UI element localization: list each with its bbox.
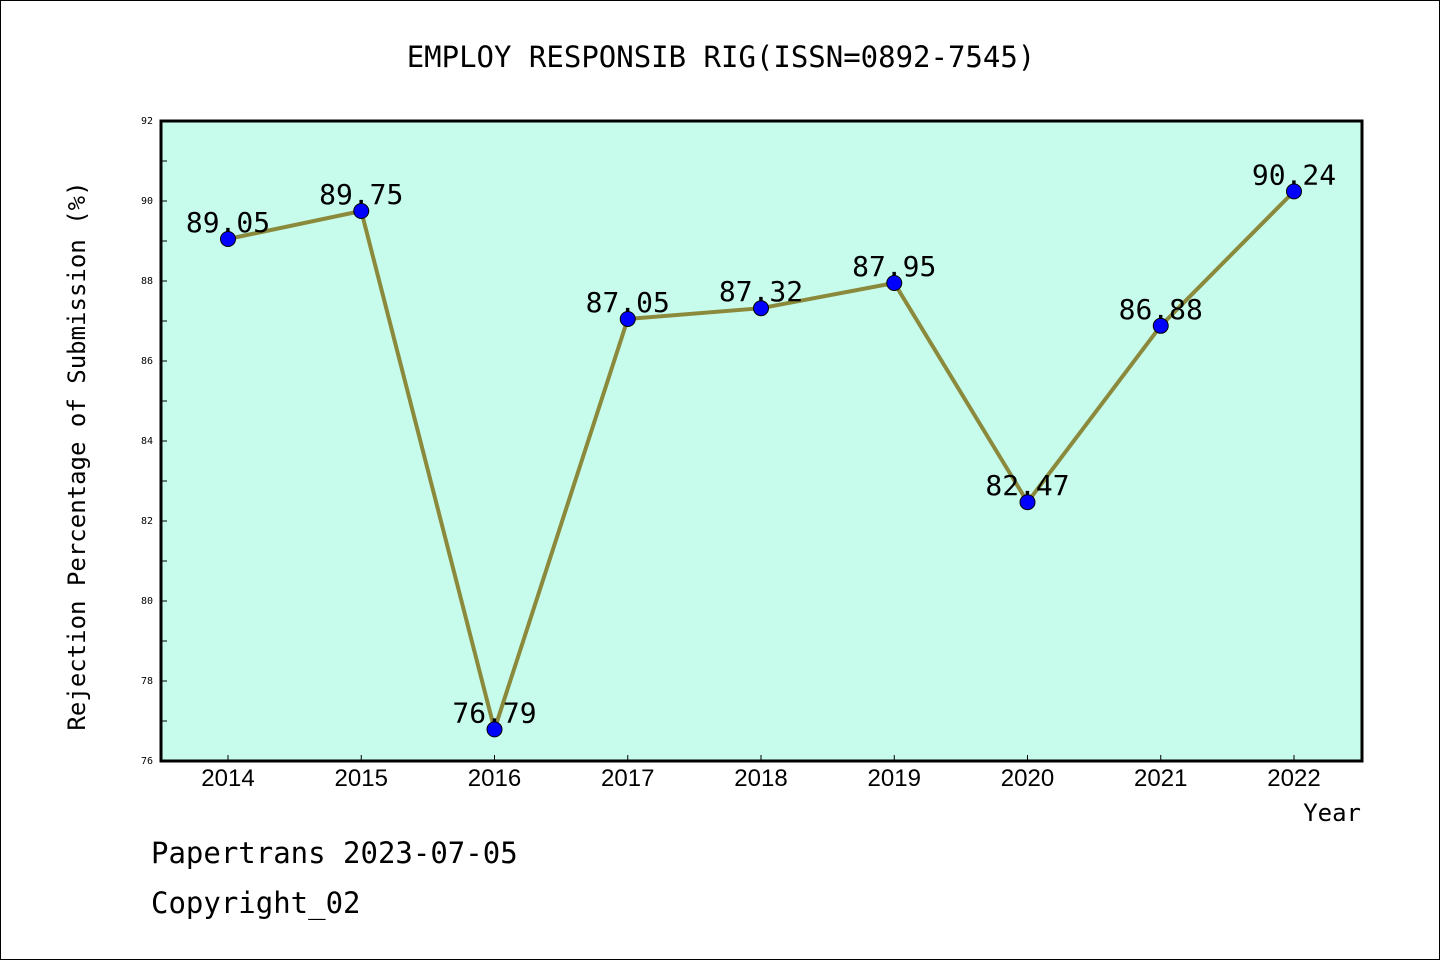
- x-tick-label: 2021: [1134, 765, 1187, 792]
- y-tick-label: 86: [141, 356, 153, 367]
- data-label: 90.24: [1252, 158, 1336, 191]
- data-point: [1019, 494, 1036, 511]
- y-tick-label: 92: [141, 116, 153, 127]
- plot-area: [159, 119, 1364, 763]
- y-tick-label: 78: [141, 676, 153, 687]
- y-axis-label: Rejection Percentage of Submission (%): [63, 181, 91, 730]
- footer-copyright: Copyright_02: [151, 886, 361, 920]
- x-tick-label: 2014: [201, 765, 254, 792]
- data-point: [220, 231, 236, 247]
- y-tick-label: 82: [141, 516, 153, 527]
- data-label: 89.75: [319, 178, 403, 211]
- y-tick-label: 76: [141, 756, 153, 767]
- x-tick-label: 2019: [868, 765, 921, 792]
- data-series: 89.05 89.75 76.79 87.05 87.32 87.95 82.47 86.88…: [186, 158, 1336, 738]
- y-tick-label: 84: [141, 436, 153, 447]
- chart-title: EMPLOY RESPONSIB RIG(ISSN=0892-7545): [407, 40, 1036, 74]
- x-tick-label: 2016: [468, 765, 521, 792]
- data-label: 76.79: [452, 696, 536, 729]
- data-point: [886, 275, 903, 291]
- data-label: 86.88: [1119, 293, 1203, 326]
- x-tick-label: 2015: [335, 765, 388, 792]
- data-point: [353, 203, 370, 219]
- data-label: 89.05: [186, 206, 270, 239]
- data-label: 82.47: [985, 469, 1069, 502]
- y-tick-label: 88: [141, 276, 153, 287]
- data-point: [1152, 317, 1169, 334]
- data-point: [753, 300, 769, 317]
- x-tick-label: 2018: [734, 765, 787, 792]
- x-axis: 2014 2015 2016 2017 2018 2019 2020 2021 2022: [201, 755, 1321, 792]
- x-tick-label: 2017: [601, 765, 654, 792]
- data-point: [486, 721, 503, 738]
- y-tick-label: 80: [141, 596, 153, 607]
- data-label: 87.95: [852, 250, 936, 283]
- x-tick-label: 2020: [1001, 765, 1054, 792]
- data-label: 87.05: [586, 286, 670, 319]
- footer-date: Papertrans 2023-07-05: [151, 836, 518, 870]
- data-point: [619, 311, 636, 327]
- data-point: [1286, 183, 1302, 200]
- y-tick-label: 90: [141, 196, 153, 207]
- x-axis-label: Year: [1303, 799, 1361, 827]
- y-axis: 76 78 80 82 84 86 88 90 92: [141, 116, 167, 767]
- x-tick-label: 2022: [1267, 765, 1320, 792]
- data-label: 87.32: [719, 275, 803, 308]
